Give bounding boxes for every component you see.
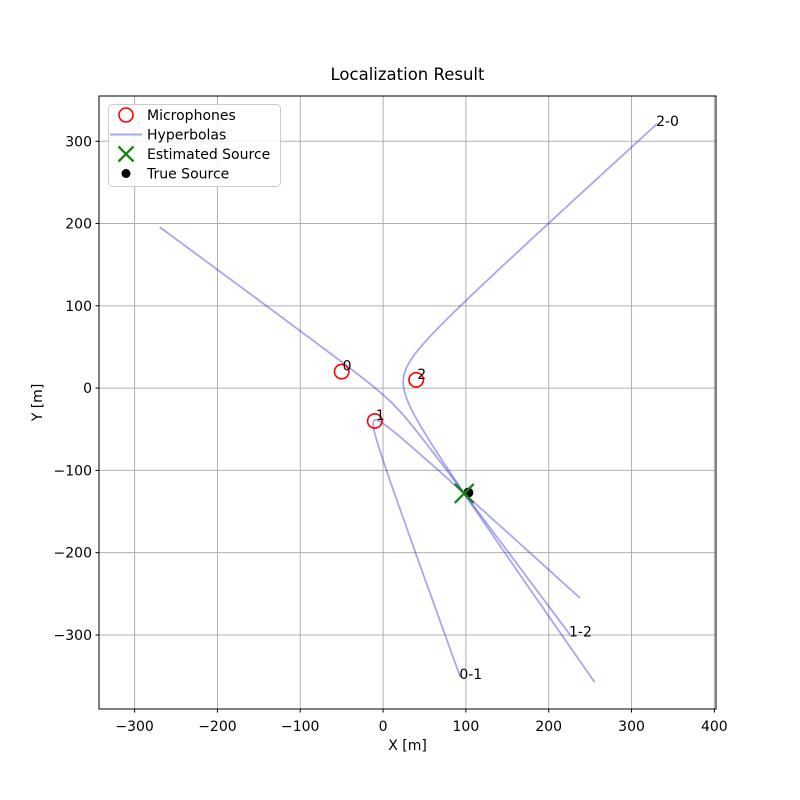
x-tick-label--200: −200 xyxy=(198,719,236,735)
microphone-2-label: 2 xyxy=(417,367,426,383)
microphone-0-label: 0 xyxy=(343,359,352,375)
x-axis-label: X [m] xyxy=(388,738,427,754)
legend-label-estimated-source: Estimated Source xyxy=(147,147,270,163)
legend-label-hyperbolas: Hyperbolas xyxy=(147,128,226,144)
grid xyxy=(99,96,716,709)
legend-true-source-icon xyxy=(121,169,131,178)
y-tick-label-0: 0 xyxy=(83,381,92,397)
x-tick-label-200: 200 xyxy=(535,719,562,735)
legend: Microphones Hyperbolas Estimated Source … xyxy=(108,104,281,187)
plot-frame xyxy=(98,95,717,710)
y-axis-label: Y [m] xyxy=(30,384,46,423)
chart-title: Localization Result xyxy=(331,65,485,84)
x-tick-label--300: −300 xyxy=(115,719,153,735)
microphone-0-marker xyxy=(333,363,350,380)
axis-ticks: −300 −200 −100 0 100 200 300 400−300−200−100010… xyxy=(54,134,728,735)
hyperbola-0-1 xyxy=(372,419,581,678)
markers: 0 1 2 xyxy=(333,359,475,504)
x-tick-label-0: 0 xyxy=(379,719,388,735)
y-tick-label--300: −300 xyxy=(54,628,92,644)
legend-label-microphones: Microphones xyxy=(147,108,236,124)
hyperbola-label-2-0: 2-0 xyxy=(656,114,679,130)
hyperbola-label-1-2: 1-2 xyxy=(569,625,592,641)
estimated-source-marker xyxy=(453,483,475,504)
x-tick-label-400: 400 xyxy=(701,719,728,735)
hyperbola-label-0-1: 0-1 xyxy=(459,667,482,683)
legend-microphone-icon xyxy=(118,107,134,123)
legend-estimated-source-x-icon xyxy=(117,145,135,163)
hyperbola-curves: 2-0 0-1 1-2 xyxy=(159,114,679,683)
legend-label-true-source: True Source xyxy=(146,167,229,183)
y-tick-label-300: 300 xyxy=(65,134,92,150)
microphone-1-label: 1 xyxy=(376,408,385,424)
hyperbola-1-2 xyxy=(159,226,571,636)
hyperbola-2-0 xyxy=(402,123,658,683)
x-tick-label--100: −100 xyxy=(281,719,319,735)
x-tick-label-100: 100 xyxy=(453,719,480,735)
x-tick-label-300: 300 xyxy=(618,719,645,735)
y-tick-label--100: −100 xyxy=(54,463,92,479)
y-tick-label-200: 200 xyxy=(65,217,92,233)
microphone-1-marker xyxy=(366,413,383,430)
microphone-2-marker xyxy=(408,371,425,388)
y-tick-label--200: −200 xyxy=(54,546,92,562)
legend-box xyxy=(108,104,281,187)
y-tick-label-100: 100 xyxy=(65,299,92,315)
